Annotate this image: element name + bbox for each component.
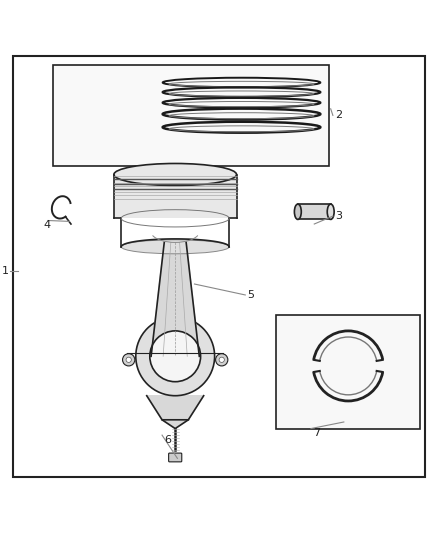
Ellipse shape — [294, 204, 301, 220]
Text: 7: 7 — [313, 428, 320, 438]
Text: 4: 4 — [44, 220, 51, 230]
Circle shape — [136, 317, 215, 395]
Circle shape — [150, 331, 201, 382]
Bar — [276, 314, 420, 429]
Text: 2: 2 — [335, 110, 342, 120]
Circle shape — [219, 357, 224, 362]
Circle shape — [215, 354, 228, 366]
FancyBboxPatch shape — [169, 453, 182, 462]
Polygon shape — [147, 395, 204, 420]
Ellipse shape — [327, 204, 334, 220]
Bar — [53, 65, 328, 166]
Text: 3: 3 — [335, 211, 342, 221]
Bar — [298, 204, 331, 220]
Bar — [114, 174, 237, 219]
Text: 6: 6 — [164, 434, 171, 445]
Polygon shape — [162, 420, 188, 429]
Text: 5: 5 — [247, 290, 254, 300]
Polygon shape — [151, 243, 199, 356]
Circle shape — [123, 354, 135, 366]
Text: 1: 1 — [2, 266, 9, 276]
Ellipse shape — [121, 240, 229, 254]
Circle shape — [126, 357, 131, 362]
Ellipse shape — [114, 164, 237, 185]
